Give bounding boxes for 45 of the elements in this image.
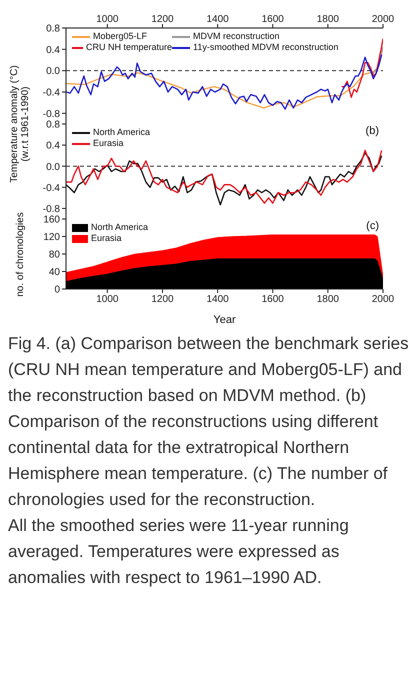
x2-tick-label: 1600 (262, 14, 284, 25)
annotation: (b) (366, 125, 379, 137)
y-axis-title: Temperature anomaly (°C) (w.r.t 1961-1990) (9, 64, 31, 184)
legend-label: Eurasia (91, 233, 122, 244)
x-tick-label: 1000 (96, 294, 119, 306)
legend-label: CRU NH temperature (86, 42, 172, 53)
y-tick-label: 0.0 (46, 162, 60, 173)
y-tick-label: -0.4 (42, 88, 60, 99)
legend-label: North America (91, 222, 148, 233)
caption: Fig 4. (a) Comparison between the benchmark series (CRU NH mean temperature and Moberg05-LF) and the reconstruction based on MDVM method. (b) Comparison of the reconstructions using different continental data for the extratropical Northern Hemisphere mean temperature. (c) The number of chronologies used for the reconstruction. (8, 333, 410, 511)
y-axis-title: no. of chronologies (14, 212, 26, 296)
y-tick-label: 0.4 (46, 44, 60, 56)
legend-label: Eurasia (93, 138, 124, 149)
annotation: (c) (366, 220, 379, 232)
x2-tick-label: 1200 (151, 14, 174, 25)
x-axis-title: Year (213, 314, 236, 326)
x2-tick-label: 1800 (316, 14, 340, 25)
legend-label: Moberg05-LF (93, 31, 148, 42)
legend-label: 11y-smoothed MDVM reconstruction (193, 42, 338, 53)
y-tick-label: 0 (54, 284, 60, 296)
x-tick-label: 1800 (316, 294, 340, 306)
legend-label: MDVM reconstruction (193, 31, 280, 42)
y-tick-label: 0.0 (46, 66, 60, 78)
x2-tick-label: 1400 (206, 14, 230, 25)
y-tick-label: 0.8 (46, 24, 60, 35)
y-tick-label: -0.8 (42, 204, 60, 215)
x2-tick-label: 2000 (372, 14, 395, 25)
y-tick-label: 0.8 (46, 120, 60, 131)
x-tick-label: 1200 (151, 294, 174, 306)
y-tick-label: 80 (48, 250, 60, 261)
y-tick-label: 160 (43, 214, 60, 226)
x-tick-label: 1600 (262, 294, 284, 306)
legend-label: North America (93, 127, 150, 138)
y-tick-label: 40 (48, 267, 60, 278)
line-series (66, 70, 378, 109)
y-tick-label: 0.4 (46, 140, 60, 152)
y-tick-label: -0.4 (42, 182, 60, 194)
x-tick-label: 2000 (372, 294, 395, 306)
y-tick-label: -0.8 (42, 108, 60, 120)
text: All the smoothed series were 11-year running averaged. Temperatures were expressed as anomalies with respect to 1961–1990 AD. (8, 515, 350, 589)
x-tick-label: 1400 (206, 294, 230, 306)
x2-tick-label: 1000 (96, 14, 119, 25)
y-tick-label: 120 (43, 232, 60, 244)
line-series (341, 38, 383, 98)
line-series (66, 54, 382, 110)
